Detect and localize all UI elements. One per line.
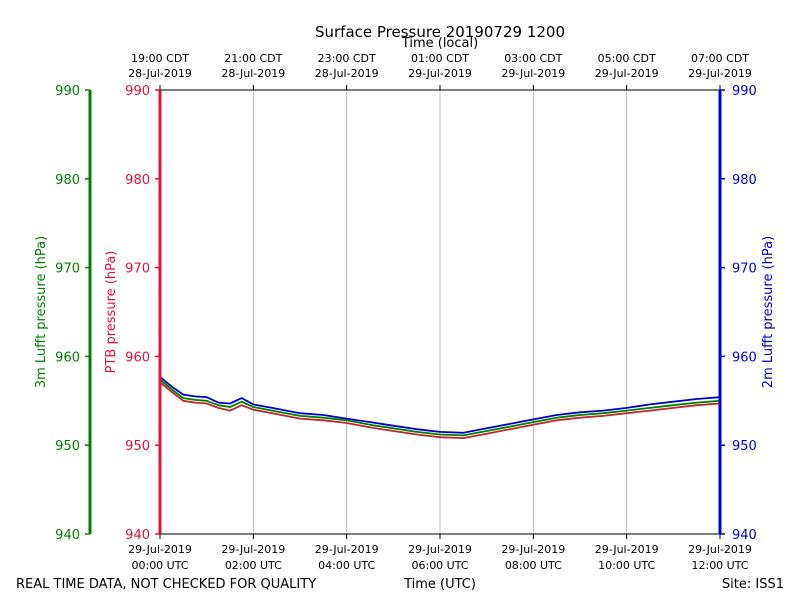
local-time-label: 01:00 CDT	[411, 52, 469, 65]
utc-time-label: 12:00 UTC	[691, 559, 748, 572]
utc-date-label: 29-Jul-2019	[221, 543, 285, 556]
top-axis-label: Time (local)	[401, 36, 478, 51]
local-date-label: 29-Jul-2019	[688, 67, 752, 80]
local-date-label: 28-Jul-2019	[315, 67, 379, 80]
local-date-label: 28-Jul-2019	[128, 67, 192, 80]
local-date-label: 29-Jul-2019	[408, 67, 472, 80]
utc-time-label: 10:00 UTC	[598, 559, 655, 572]
series-line-3m-lufft-pressure	[159, 378, 721, 437]
lufft3m-tick-label: 950	[55, 439, 80, 454]
utc-time-label: 00:00 UTC	[131, 559, 188, 572]
utc-time-label: 02:00 UTC	[225, 559, 282, 572]
series-lines	[159, 376, 721, 440]
local-date-label: 29-Jul-2019	[501, 67, 565, 80]
lufft3m-tick-label: 980	[55, 173, 80, 188]
lufft3m-tick-label: 970	[55, 262, 80, 277]
ptb-tick-label: 970	[125, 262, 150, 277]
local-date-label: 29-Jul-2019	[595, 67, 659, 80]
grid-lines	[252, 90, 628, 534]
lufft2m-axis-ticks: 940 950 960 970 980 990	[720, 84, 757, 543]
series-line-2m-lufft-pressure	[159, 376, 721, 434]
utc-date-label: 29-Jul-2019	[595, 543, 659, 556]
utc-time-label: 04:00 UTC	[318, 559, 375, 572]
lufft2m-tick-label: 940	[732, 528, 757, 543]
utc-date-label: 29-Jul-2019	[315, 543, 379, 556]
lufft2m-tick-label: 960	[732, 350, 757, 365]
local-time-label: 03:00 CDT	[504, 52, 562, 65]
local-date-label: 28-Jul-2019	[221, 67, 285, 80]
lufft2m-axis-label: 2m Lufft pressure (hPa)	[761, 236, 776, 388]
lufft3m-axis-label: 3m Lufft pressure (hPa)	[34, 236, 49, 388]
lufft3m-tick-label: 960	[55, 350, 80, 365]
utc-date-label: 29-Jul-2019	[408, 543, 472, 556]
lufft2m-tick-label: 970	[732, 262, 757, 277]
lufft3m-tick-label: 990	[55, 84, 80, 99]
local-time-label: 23:00 CDT	[318, 52, 376, 65]
lufft2m-tick-label: 990	[732, 84, 757, 99]
ptb-tick-label: 960	[125, 350, 150, 365]
chart-title: Surface Pressure 20190729 1200	[315, 23, 565, 41]
local-time-label: 07:00 CDT	[691, 52, 749, 65]
ptb-axis-ticks: 940 950 960 970 980 990	[125, 84, 160, 543]
quality-disclaimer: REAL TIME DATA, NOT CHECKED FOR QUALITY	[16, 577, 316, 592]
ptb-tick-label: 980	[125, 173, 150, 188]
ptb-tick-label: 990	[125, 84, 150, 99]
ptb-tick-label: 950	[125, 439, 150, 454]
series-line-ptb-pressure	[159, 381, 721, 440]
lufft2m-tick-label: 950	[732, 439, 757, 454]
utc-date-label: 29-Jul-2019	[688, 543, 752, 556]
x-axis-label: Time (UTC)	[403, 577, 476, 592]
utc-time-label: 08:00 UTC	[505, 559, 562, 572]
local-time-label: 19:00 CDT	[131, 52, 189, 65]
utc-time-label: 06:00 UTC	[411, 559, 468, 572]
ptb-tick-label: 940	[125, 528, 150, 543]
site-label: Site: ISS1	[722, 577, 784, 592]
lufft3m-tick-label: 940	[55, 528, 80, 543]
lufft3m-axis-ticks: 940 950 960 970 980 990	[55, 84, 90, 543]
utc-date-label: 29-Jul-2019	[128, 543, 192, 556]
local-time-label: 05:00 CDT	[598, 52, 656, 65]
local-time-label: 21:00 CDT	[224, 52, 282, 65]
utc-date-label: 29-Jul-2019	[501, 543, 565, 556]
x-axis-ticks: 29-Jul-2019 00:00 UTC 19:00 CDT 28-Jul-2019…	[128, 52, 752, 572]
lufft2m-tick-label: 980	[732, 173, 757, 188]
ptb-axis-label: PTB pressure (hPa)	[104, 251, 119, 374]
